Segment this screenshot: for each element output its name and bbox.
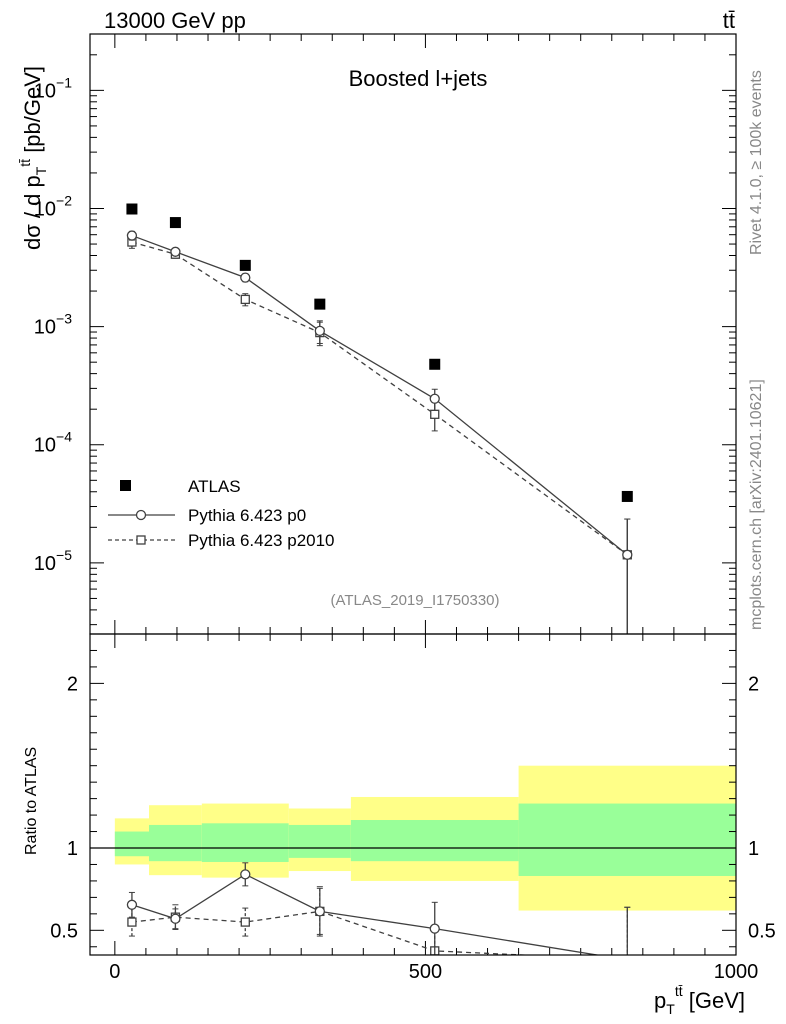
main-ytick-label: 10−3 [34, 311, 72, 339]
legend-p2010-marker [136, 535, 146, 545]
ratio-ytick-label: 1 [67, 838, 78, 860]
ratio-p0-marker [429, 923, 440, 934]
x-axis-label: pTtt̄ [GeV] [654, 983, 745, 1017]
xtick-label: 500 [409, 961, 442, 983]
legend-atlas-label: ATLAS [188, 477, 241, 496]
p0-marker [429, 393, 440, 404]
atlas-point [314, 298, 326, 310]
p0-line [131, 234, 628, 556]
p0-marker [240, 272, 251, 283]
ratio-p0-marker [126, 899, 138, 910]
ratio-p0-marker [240, 869, 251, 880]
atlas-point [239, 259, 251, 271]
stat-uncertainty-band [288, 824, 351, 858]
main-ytick-label: 10−5 [34, 547, 72, 575]
legend-p2010-label: Pythia 6.423 p2010 [188, 531, 335, 550]
main-ytick-label: 10−4 [34, 429, 72, 457]
legend-p0-label: Pythia 6.423 p0 [188, 506, 306, 525]
legend-atlas-marker [120, 480, 131, 491]
atlas-point [169, 217, 181, 229]
ratio-p0-marker [170, 913, 181, 924]
p0-marker [314, 325, 325, 337]
stat-uncertainty-band [518, 803, 736, 876]
main-ylabel: dσ / d pTtt̄ [pb/GeV] [17, 66, 49, 250]
rivet-label: Rivet 4.1.0, ≥ 100k events [748, 70, 765, 255]
p2010-marker [430, 409, 440, 419]
legend-p0-marker [135, 509, 147, 521]
mcplots-label: mcplots.cern.ch [arXiv:2401.10621] [748, 379, 765, 630]
p2010-line [131, 241, 628, 556]
analysis-tag: (ATLAS_2019_I1750330) [330, 592, 499, 609]
main-ytick-label: 10−1 [34, 74, 72, 102]
energy-label: 13000 GeV pp [104, 8, 246, 33]
stat-uncertainty-band [350, 820, 519, 862]
stat-uncertainty-band [149, 824, 202, 862]
main-title: Boosted l+jets [349, 66, 488, 91]
atlas-point [429, 358, 441, 370]
p0-marker [126, 230, 138, 241]
ratio-ytick-label: 0.5 [50, 920, 78, 942]
ratio-p2010-marker [127, 917, 137, 927]
ratio-ytick-label-right: 0.5 [748, 920, 776, 942]
atlas-point [621, 490, 633, 502]
ratio-p2010-marker [240, 917, 250, 927]
ratio-p0-marker [314, 906, 325, 917]
legend: ATLAS Pythia 6.423 p0 Pythia 6.423 p2010 [108, 477, 335, 550]
ratio-panel: 0.5 0.5 1 1 2 2 0 500 1000 [50, 633, 776, 983]
p0-marker [622, 549, 633, 560]
p2010-marker [240, 294, 250, 305]
ratio-ytick-label-right: 2 [748, 673, 759, 695]
main-frame [89, 33, 737, 635]
ratio-ytick-label: 2 [67, 673, 78, 695]
ratio-series-group [126, 862, 631, 955]
stat-uncertainty-band [201, 823, 289, 862]
ratio-ytick-label-right: 1 [748, 838, 759, 860]
xtick-label: 0 [109, 961, 120, 983]
atlas-point [126, 203, 138, 215]
stat-uncertainty-band [114, 831, 150, 857]
process-label: tt̄ [723, 8, 735, 33]
ratio-p2010-line [131, 910, 537, 955]
p0-marker [170, 246, 181, 257]
ratio-frame [89, 633, 737, 956]
main-ytick-label: 10−2 [34, 192, 72, 220]
ratio-ylabel: Ratio to ATLAS [23, 747, 40, 855]
xtick-label: 1000 [714, 961, 759, 983]
ratio-p0-line [131, 873, 601, 955]
main-panel: Boosted l+jets (ATLAS_2019_I1750330) 10−… [34, 33, 737, 635]
